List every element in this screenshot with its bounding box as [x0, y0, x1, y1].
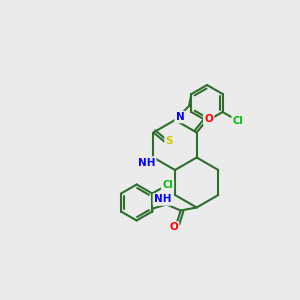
Text: NH: NH: [154, 194, 171, 205]
Text: O: O: [169, 223, 178, 232]
Text: N: N: [176, 112, 184, 122]
Text: O: O: [204, 115, 213, 124]
Text: Cl: Cl: [162, 180, 173, 190]
Text: Cl: Cl: [232, 116, 243, 126]
Text: NH: NH: [138, 158, 155, 167]
Text: S: S: [166, 136, 173, 146]
